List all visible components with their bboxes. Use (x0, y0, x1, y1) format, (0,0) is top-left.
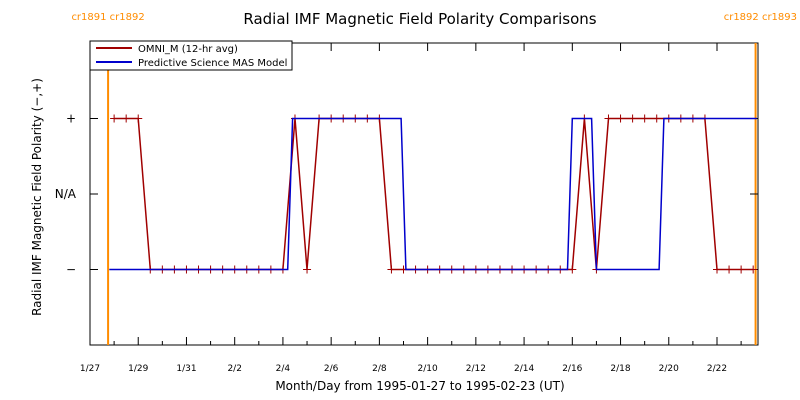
x-tick-label-0: 1/27 (80, 364, 100, 374)
x-tick-label-3: 2/2 (227, 364, 241, 374)
carrington-label-0: cr1891 cr1892 (71, 12, 144, 23)
y-tick-label-1: N/A (55, 187, 77, 201)
data-point (749, 265, 758, 274)
series-lines (109, 114, 758, 274)
data-point (616, 114, 625, 123)
y-tick-label-0: + (66, 112, 76, 126)
series-line-0 (114, 117, 754, 271)
data-point (628, 114, 637, 123)
x-tick-label-9: 2/14 (514, 364, 534, 374)
legend-box (89, 40, 293, 71)
legend: OMNI_M (12-hr avg) Predictive Science MA… (89, 40, 293, 71)
x-tick-label-10: 2/16 (562, 364, 582, 374)
carrington-label-1: cr1892 cr1893 (724, 12, 797, 23)
y-axis-label: Radial IMF Magnetic Field Polarity (−,+) (30, 78, 44, 316)
series-line-1 (109, 117, 757, 271)
x-tick-label-7: 2/10 (418, 364, 438, 374)
y-tick-label-2: − (66, 263, 76, 277)
data-point (568, 265, 577, 274)
x-tick-label-13: 2/22 (707, 364, 727, 374)
data-point (303, 265, 312, 274)
data-point (387, 265, 396, 274)
data-point (737, 265, 746, 274)
x-axis-label: Month/Day from 1995-01-27 to 1995-02-23 … (275, 379, 564, 393)
data-point (725, 265, 734, 274)
x-tick-label-4: 2/4 (276, 364, 291, 374)
chart-title: Radial IMF Magnetic Field Polarity Compa… (243, 10, 596, 28)
legend-label-mas: Predictive Science MAS Model (138, 58, 287, 69)
x-tick-label-11: 2/18 (610, 364, 630, 374)
legend-label-omni: OMNI_M (12-hr avg) (138, 44, 238, 55)
data-point (134, 114, 143, 123)
axis-ticks: 1/27 1/29 1/31 2/2 2/4 2/6 2/8 2/10 2/12 2/14 2/16… (55, 43, 758, 374)
data-point (652, 114, 661, 123)
x-tick-label-6: 2/8 (372, 364, 387, 374)
plot-frame (89, 42, 759, 346)
x-tick-label-2: 1/31 (176, 364, 196, 374)
data-point (640, 114, 649, 123)
data-point (110, 114, 119, 123)
data-point (604, 114, 613, 123)
x-tick-label-12: 2/20 (659, 364, 679, 374)
data-point (713, 265, 722, 274)
x-tick-label-1: 1/29 (128, 364, 148, 374)
x-tick-label-5: 2/6 (324, 364, 339, 374)
data-point (122, 114, 131, 123)
x-tick-label-8: 2/12 (466, 364, 486, 374)
